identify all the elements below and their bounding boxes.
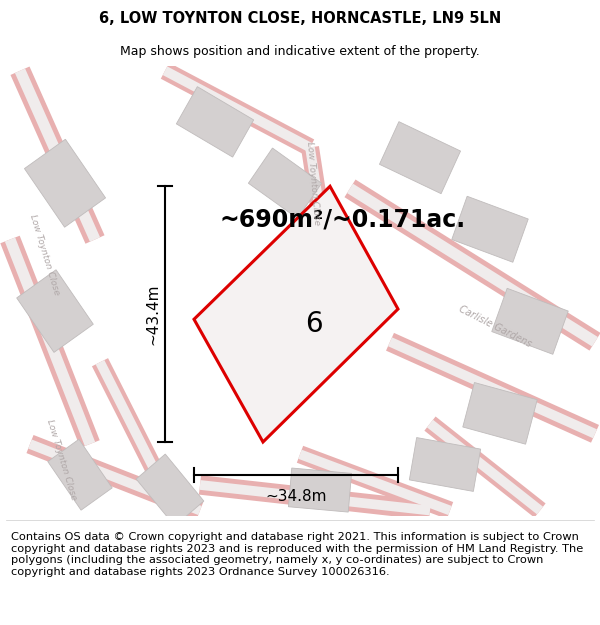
Polygon shape xyxy=(194,186,398,442)
Text: 6, LOW TOYNTON CLOSE, HORNCASTLE, LN9 5LN: 6, LOW TOYNTON CLOSE, HORNCASTLE, LN9 5L… xyxy=(99,11,501,26)
Polygon shape xyxy=(409,438,481,491)
Text: Map shows position and indicative extent of the property.: Map shows position and indicative extent… xyxy=(120,45,480,58)
Polygon shape xyxy=(136,454,204,526)
Polygon shape xyxy=(289,468,352,512)
Polygon shape xyxy=(48,439,112,510)
Text: ~43.4m: ~43.4m xyxy=(146,283,161,345)
Text: Low Toynton Close: Low Toynton Close xyxy=(46,418,79,501)
Text: Low Toynton Close: Low Toynton Close xyxy=(305,141,321,226)
Polygon shape xyxy=(25,139,106,228)
Text: Contains OS data © Crown copyright and database right 2021. This information is : Contains OS data © Crown copyright and d… xyxy=(11,532,583,577)
Text: 6: 6 xyxy=(305,311,323,338)
Text: ~690m²/~0.171ac.: ~690m²/~0.171ac. xyxy=(220,207,466,231)
Polygon shape xyxy=(17,270,94,352)
Polygon shape xyxy=(248,148,322,218)
Polygon shape xyxy=(379,122,461,194)
Text: ~34.8m: ~34.8m xyxy=(265,489,327,504)
Polygon shape xyxy=(176,87,254,157)
Text: Carlisle Gardens: Carlisle Gardens xyxy=(457,304,533,349)
Text: Low Toynton Close: Low Toynton Close xyxy=(28,213,62,296)
Polygon shape xyxy=(463,382,537,444)
Polygon shape xyxy=(492,288,568,354)
Polygon shape xyxy=(452,196,528,262)
